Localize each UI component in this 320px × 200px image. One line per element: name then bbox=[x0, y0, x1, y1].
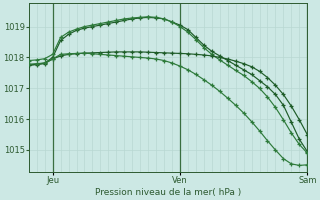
X-axis label: Pression niveau de la mer( hPa ): Pression niveau de la mer( hPa ) bbox=[95, 188, 241, 197]
